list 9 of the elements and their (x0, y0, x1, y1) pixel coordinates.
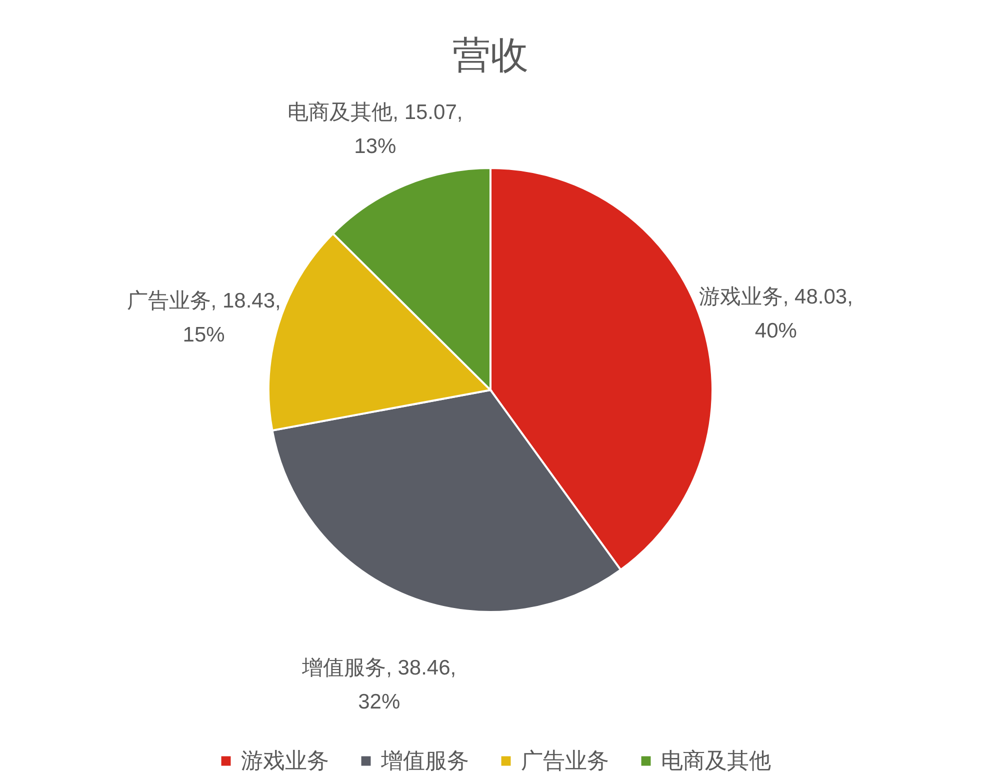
legend-label: 游戏业务 (241, 748, 329, 773)
data-label: 增值服务, 38.46, 32% (301, 656, 456, 714)
data-label: 广告业务, 18.43, 15% (126, 290, 281, 347)
legend-label: 广告业务 (521, 748, 609, 773)
chart-title: 营收 (452, 35, 528, 77)
legend-label: 电商及其他 (661, 748, 771, 773)
data-label: 电商及其他, 15.07, 13% (288, 101, 463, 158)
legend-label: 增值服务 (380, 748, 469, 773)
data-label: 游戏业务, 48.03, 40% (698, 286, 853, 343)
